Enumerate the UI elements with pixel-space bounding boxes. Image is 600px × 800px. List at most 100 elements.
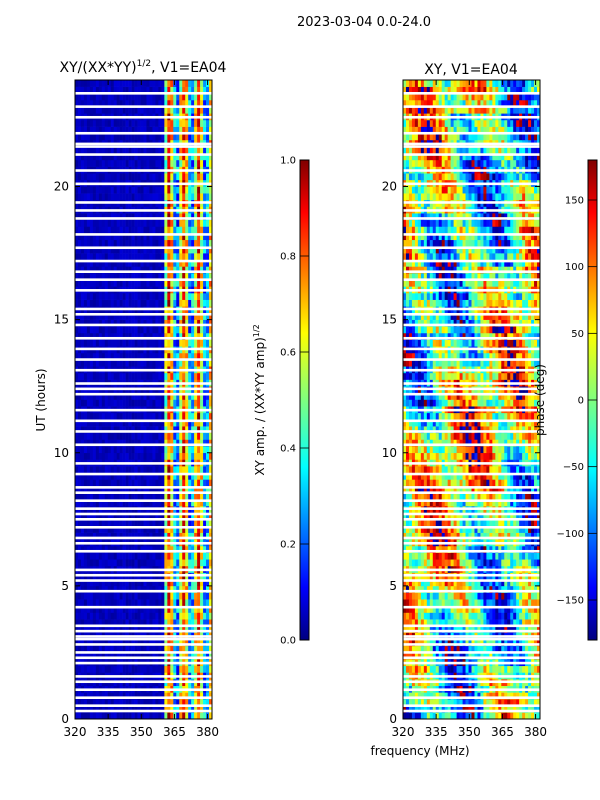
heatmap-cell	[197, 412, 201, 420]
heatmap-cell	[176, 99, 180, 107]
heatmap-cell	[86, 99, 91, 107]
heatmap-cell	[182, 359, 186, 367]
heatmap-cell	[185, 625, 189, 633]
heatmap-cell	[170, 86, 174, 94]
heatmap-cell	[197, 419, 201, 427]
heatmap-cell	[89, 472, 94, 480]
heatmap-cell	[194, 233, 198, 241]
heatmap-cell	[188, 612, 192, 620]
heatmap-cell	[75, 545, 79, 553]
heatmap-cell	[134, 592, 138, 600]
heatmap-cell	[92, 326, 97, 334]
heatmap-cell	[191, 293, 195, 300]
heatmap-cell	[170, 492, 174, 500]
heatmap-cell	[149, 705, 153, 713]
heatmap-cell	[128, 80, 132, 87]
heatmap-cell	[200, 293, 204, 300]
heatmap-cell	[107, 486, 112, 493]
heatmap-cell	[158, 479, 162, 487]
heatmap-cell	[158, 226, 162, 234]
heatmap-cell	[197, 319, 201, 327]
heatmap-cell	[140, 233, 144, 241]
heatmap-cell	[107, 193, 112, 201]
heatmap-cell	[80, 625, 85, 633]
heatmap-cell	[110, 525, 115, 533]
heatmap-cell	[200, 579, 204, 587]
heatmap-cell	[438, 692, 443, 700]
heatmap-cell	[107, 93, 112, 101]
heatmap-cell	[164, 712, 168, 720]
heatmap-cell	[191, 332, 195, 340]
heatmap-cell	[113, 645, 117, 653]
heatmap-cell	[107, 332, 112, 340]
heatmap-cell	[167, 153, 171, 161]
heatmap-cell	[182, 599, 186, 607]
heatmap-cell	[83, 472, 88, 480]
heatmap-cell	[80, 253, 85, 261]
heatmap-cell	[179, 486, 183, 493]
heatmap-cell	[104, 392, 109, 400]
heatmap-cell	[125, 126, 129, 134]
heatmap-cell	[92, 359, 97, 367]
heatmap-cell	[104, 186, 109, 194]
heatmap-cell	[122, 239, 126, 247]
heatmap-cell	[116, 186, 120, 194]
heatmap-cell	[194, 532, 198, 540]
heatmap-cell	[194, 692, 198, 700]
heatmap-cell	[95, 173, 100, 181]
heatmap-cell	[128, 452, 132, 460]
heatmap-cell	[501, 699, 505, 706]
heatmap-cell	[197, 532, 201, 540]
heatmap-cell	[176, 173, 180, 181]
heatmap-cell	[185, 146, 189, 154]
heatmap-cell	[116, 552, 120, 560]
heatmap-cell	[122, 472, 126, 480]
heatmap-cell	[75, 99, 79, 107]
heatmap-cell	[107, 605, 112, 613]
heatmap-cell	[86, 126, 91, 134]
heatmap-cell	[209, 466, 213, 474]
heatmap-cell	[185, 439, 189, 447]
heatmap-cell	[167, 319, 171, 327]
heatmap-cell	[101, 173, 106, 181]
heatmap-cell	[125, 193, 129, 201]
heatmap-cell	[80, 479, 85, 487]
heatmap-cell	[534, 692, 538, 700]
heatmap-cell	[164, 519, 168, 527]
heatmap-cell	[173, 625, 177, 633]
heatmap-cell	[200, 99, 204, 107]
heatmap-cell	[176, 213, 180, 221]
heatmap-cell	[83, 426, 88, 434]
heatmap-cell	[155, 625, 159, 633]
heatmap-cell	[86, 93, 91, 101]
heatmap-cell	[77, 525, 82, 533]
heatmap-cell	[125, 279, 129, 287]
heatmap-cell	[75, 705, 79, 713]
heatmap-cell	[158, 319, 162, 327]
heatmap-cell	[113, 559, 117, 567]
heatmap-cell	[173, 479, 177, 487]
heatmap-cell	[110, 293, 115, 300]
heatmap-cell	[149, 173, 153, 181]
heatmap-cell	[167, 146, 171, 154]
heatmap-cell	[95, 273, 100, 280]
heatmap-cell	[191, 605, 195, 613]
heatmap-cell	[203, 359, 207, 367]
heatmap-cell	[164, 559, 168, 567]
heatmap-cell	[179, 559, 183, 567]
heatmap-cell	[107, 652, 112, 660]
heatmap-cell	[146, 279, 150, 287]
heatmap-cell	[197, 93, 201, 101]
heatmap-cell	[146, 173, 150, 181]
heatmap-cell	[203, 446, 207, 454]
heatmap-cell	[110, 532, 115, 540]
heatmap-cell	[462, 712, 466, 720]
heatmap-cell	[80, 519, 85, 527]
heatmap-cell	[510, 712, 514, 720]
heatmap-cell	[417, 652, 422, 660]
heatmap-cell	[206, 639, 210, 647]
heatmap-cell	[83, 652, 88, 660]
heatmap-cell	[146, 339, 150, 347]
heatmap-cell	[89, 293, 94, 300]
heatmap-cell	[110, 213, 115, 221]
